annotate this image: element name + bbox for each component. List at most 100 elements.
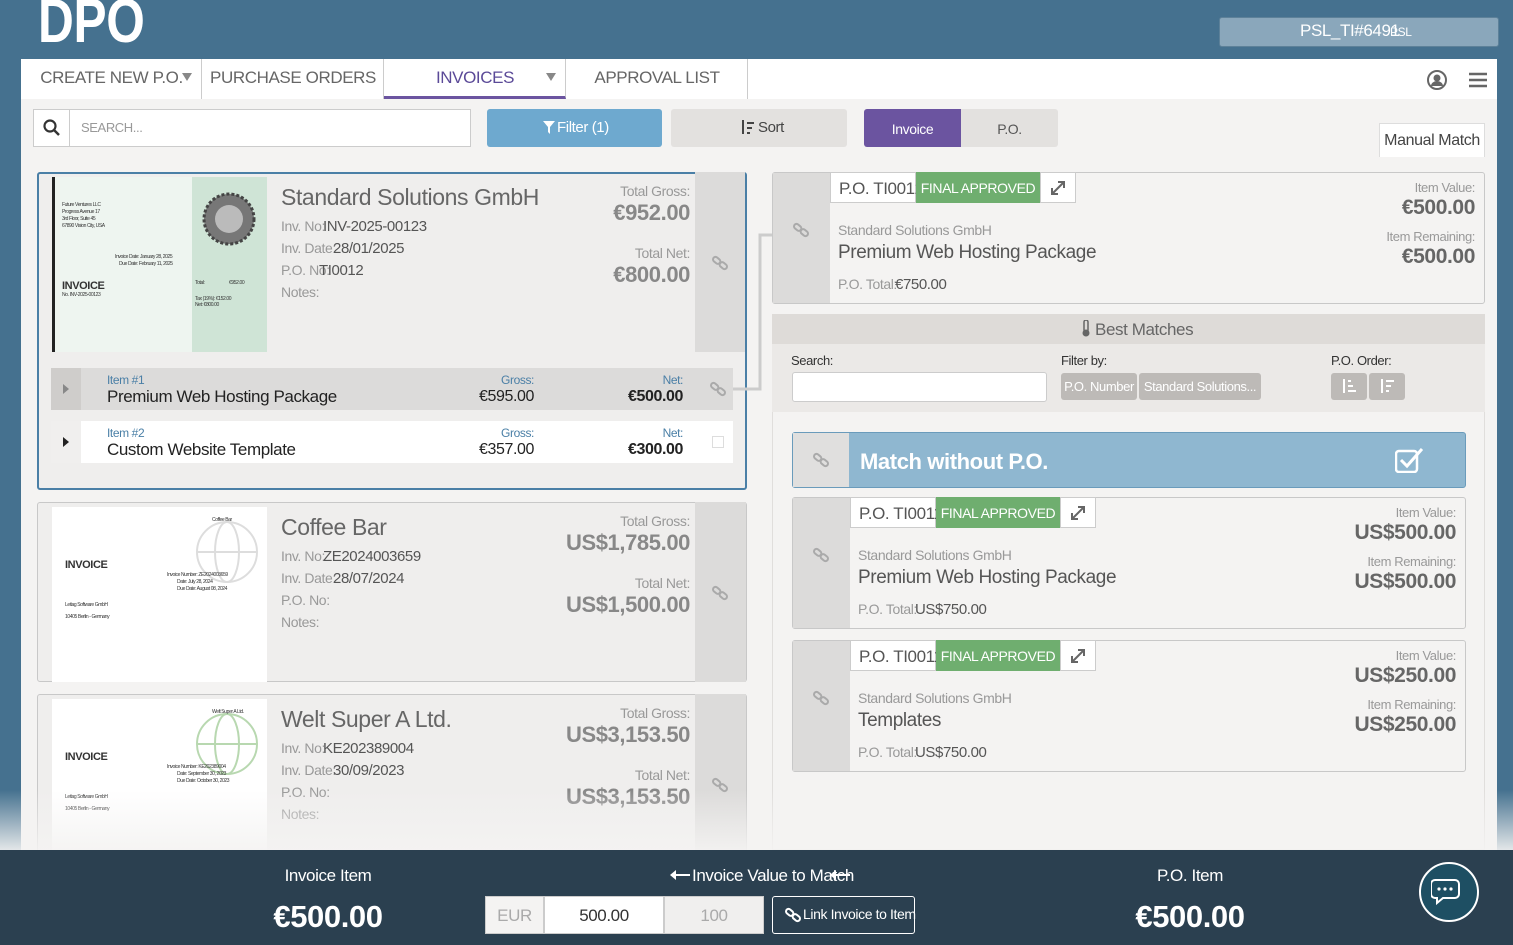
net-label: Total Net: <box>634 575 691 591</box>
po-total: US$750.00 <box>915 744 987 761</box>
net-label: Total Net: <box>634 245 691 261</box>
thumb-text: No. INV-2025-00123 <box>62 292 101 298</box>
filter-icon <box>543 121 555 134</box>
po-total-label: P.O. Total: <box>858 744 917 760</box>
item-gross-label: Gross: <box>501 373 534 387</box>
amount-input[interactable]: 500.00 <box>544 896 664 934</box>
nav-tab[interactable] <box>21 59 202 99</box>
thumb-text: Total: <box>195 280 205 286</box>
profile-icon <box>1427 70 1447 90</box>
expand-arrow <box>63 437 69 447</box>
detail-label: Inv. No: <box>281 548 326 564</box>
nav-tab[interactable] <box>566 59 748 99</box>
detail-label: Notes: <box>281 614 320 630</box>
link-icon <box>813 547 829 563</box>
order-label: P.O. Order: <box>1331 353 1392 368</box>
match-without-po-label: Match without P.O. <box>860 449 1048 474</box>
thumb-text: Due Date: February 11, 2025 <box>119 261 173 267</box>
match-without-po[interactable] <box>792 432 1466 488</box>
best-matches-header <box>772 314 1485 344</box>
item-net-label: Net: <box>662 426 684 440</box>
po-expand[interactable] <box>1060 640 1096 671</box>
detail-value: 28/01/2025 <box>333 240 405 257</box>
link-icon <box>712 255 728 271</box>
filter-pill[interactable]: Standard Solutions... <box>1139 373 1261 400</box>
search-label: Search: <box>791 353 834 368</box>
po-total: €750.00 <box>895 276 947 293</box>
toggle-po[interactable]: P.O. <box>961 109 1058 147</box>
nav-tab-label: PURCHASE ORDERS <box>210 68 376 87</box>
filter-pill[interactable]: P.O. Number <box>1061 373 1137 400</box>
best-matches-title: Best Matches <box>1095 320 1194 339</box>
nav-tab[interactable] <box>202 59 384 99</box>
detail-label: Inv. Date: <box>281 240 336 256</box>
percent-input[interactable]: 100 <box>664 896 764 934</box>
thumb-text: Progress Avenue 17 <box>62 209 100 215</box>
invoice-thumbnail <box>52 507 267 682</box>
thumb-text: INVOICE <box>62 280 105 292</box>
thumb-text: Welt Super A Ltd. <box>212 709 244 715</box>
po-item: Templates <box>858 710 941 731</box>
thumb-text: Due Date: October 30, 2023 <box>177 778 230 784</box>
net-label: Total Net: <box>634 767 691 783</box>
detail-value: ZE2024003659 <box>323 548 421 565</box>
match-search-input[interactable] <box>792 372 1047 402</box>
account-box <box>1219 17 1499 47</box>
gross-label: Total Gross: <box>620 183 690 199</box>
connector <box>733 233 773 391</box>
item-value: US$250.00 <box>1354 664 1457 687</box>
invoice-item-label: Invoice Item <box>284 866 372 885</box>
item-value: US$500.00 <box>1354 521 1457 544</box>
link-icon <box>712 585 728 601</box>
currency-box: EUR <box>485 896 544 934</box>
link-icon <box>813 690 829 706</box>
nav-tab[interactable] <box>384 59 566 99</box>
item-gross: €357.00 <box>478 441 534 458</box>
account-tag: PSL <box>1390 25 1412 39</box>
thermometer-icon <box>1082 320 1090 337</box>
filter-button[interactable] <box>487 109 662 147</box>
po-status: FINAL APPROVED <box>936 640 1060 671</box>
detail-value: 28/07/2024 <box>333 570 405 587</box>
nav-bar <box>21 59 1497 99</box>
thumb-text: Future Ventures LLC <box>62 202 101 208</box>
po-item-value: €500.00 <box>1135 899 1245 934</box>
item-name: Premium Web Hosting Package <box>107 387 337 406</box>
filter-label: Filter (1) <box>557 119 609 136</box>
thumb-text: INVOICE <box>65 559 108 571</box>
gross-value: US$3,153.50 <box>565 722 690 747</box>
link-icon <box>813 452 829 468</box>
thumb-text: Date: July 28, 2024 <box>177 579 213 585</box>
link-button[interactable] <box>772 896 915 934</box>
item-net-label: Net: <box>662 373 684 387</box>
po-total: US$750.00 <box>915 601 987 618</box>
toggle-invoice[interactable]: Invoice <box>864 109 961 147</box>
chat-button[interactable] <box>1419 862 1479 922</box>
item-net: €500.00 <box>627 388 683 405</box>
po-vendor: Standard Solutions GmbH <box>838 222 992 238</box>
detail-label: Inv. No: <box>281 218 326 234</box>
search-divider <box>69 110 70 146</box>
po-left-column <box>773 173 830 303</box>
search-box[interactable] <box>33 109 471 147</box>
account: PSL_TI#6491 <box>1300 21 1400 40</box>
invoice-item-row[interactable] <box>51 368 733 410</box>
nav-tab-label: CREATE NEW P.O. <box>40 68 183 87</box>
detail-label: Notes: <box>281 284 320 300</box>
item-label: Item #1 <box>107 373 145 387</box>
thumb-text: 67890 Vision City, USA <box>62 223 105 229</box>
expand-icon <box>1051 181 1065 195</box>
invoice-item-row[interactable] <box>51 421 733 463</box>
item-remaining: US$500.00 <box>1354 570 1457 593</box>
sort-icon <box>742 120 754 134</box>
item-label: Item #2 <box>107 426 145 440</box>
detail-label: Inv. Date: <box>281 762 336 778</box>
search-placeholder: SEARCH... <box>81 120 143 135</box>
thumb-globe <box>196 521 258 583</box>
item-checkbox[interactable] <box>712 436 724 448</box>
manual-match-tab[interactable]: Manual Match <box>1379 123 1485 157</box>
sort-button[interactable] <box>671 109 847 147</box>
order-icon <box>1381 379 1394 393</box>
menu-icon <box>1469 72 1487 88</box>
